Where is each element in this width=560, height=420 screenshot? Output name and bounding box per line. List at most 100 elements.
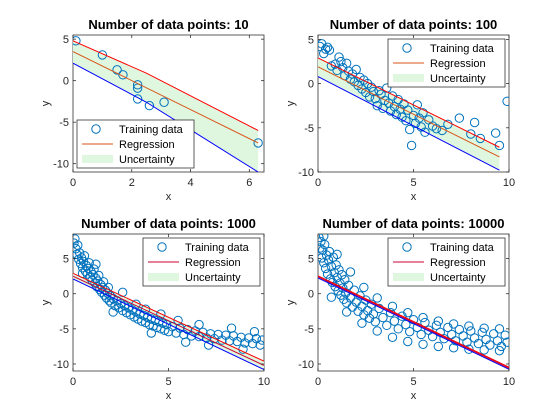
chart1-point-9 [334, 52, 344, 62]
chart3-point-44 [370, 317, 380, 327]
chart2-plot-area [73, 234, 264, 371]
chart3-point-90 [464, 321, 474, 331]
chart3-point-53 [404, 326, 415, 337]
chart3-point-78 [500, 330, 509, 340]
chart0-ytick-label-1: 0 [63, 76, 69, 88]
chart1-point-8 [332, 65, 342, 76]
chart1-legend-uncertainty-swatch [393, 74, 424, 82]
chart2-point-16 [84, 258, 94, 268]
chart2-ytick-label-2: -5 [59, 324, 69, 336]
chart1-legend-training-marker [402, 43, 412, 53]
chart2-point-54 [135, 309, 145, 319]
chart3-point-94 [341, 307, 352, 317]
chart0-point-9 [253, 138, 263, 148]
chart3-point-50 [393, 324, 403, 334]
chart3-point-97 [387, 332, 398, 342]
chart-100-points: 0 5 10 5 0 -5 -10 Number of data points: 100 x y T… [285, 17, 515, 203]
chart2-point-101 [173, 315, 183, 326]
chart1-title: Number of data points: 100 [330, 17, 498, 32]
chart3-point-26 [339, 294, 349, 305]
chart3-regression-line [318, 276, 509, 369]
chart3-point-104 [494, 345, 505, 356]
chart1-point-64 [490, 128, 501, 138]
chart3-ytick-label-2: -5 [304, 324, 314, 336]
chart0-ylabel: y [40, 100, 52, 106]
chart1-point-18 [351, 64, 361, 75]
chart0-xtick-label-0: 0 [70, 177, 76, 189]
chart1-regression-line [318, 66, 500, 158]
chart3-point-1 [318, 243, 325, 253]
chart0-legend-training-marker [91, 124, 101, 134]
chart0-legend-uncertainty-label: Uncertainty [119, 154, 175, 166]
chart3-point-79 [502, 337, 509, 347]
chart3-point-49 [389, 316, 400, 326]
chart3-legend-training-marker [402, 242, 412, 252]
chart1-legend-uncertainty-label: Uncertainty [430, 73, 486, 85]
chart3-point-99 [418, 339, 428, 350]
chart3-point-24 [337, 270, 347, 280]
chart3-point-81 [332, 249, 342, 260]
chart1-xtick-label-2: 10 [503, 177, 515, 189]
chart3-title: Number of data points: 10000 [322, 216, 504, 231]
chart2-point-1 [73, 234, 80, 244]
chart2-xtick-label-0: 0 [70, 376, 76, 388]
chart3-point-47 [382, 320, 392, 331]
chart3-point-46 [378, 312, 388, 323]
chart1-point-4 [322, 42, 333, 53]
chart2-regression-line [73, 275, 264, 366]
chart3-xlabel: x [411, 390, 417, 402]
chart2-point-93 [255, 340, 264, 350]
chart3-point-95 [357, 318, 367, 328]
chart1-ylabel: y [285, 100, 297, 106]
chart2-xlabel: x [166, 390, 172, 402]
chart3-point-100 [433, 341, 444, 352]
chart2-point-106 [249, 326, 260, 337]
chart1-point-61 [466, 129, 476, 139]
chart0-lower-bound-line [73, 62, 259, 172]
chart3-xtick-label-2: 10 [503, 376, 515, 388]
chart1-point-29 [372, 101, 382, 111]
chart1-ytick-label-0: 5 [308, 34, 314, 46]
chart1-upper-bound-line [318, 57, 500, 148]
chart3-legend-regression-label: Regression [430, 257, 486, 269]
chart2-point-68 [161, 319, 172, 330]
chart2-legend-uncertainty-label: Uncertainty [185, 272, 241, 284]
chart3-xtick-label-0: 0 [315, 376, 321, 388]
chart2-xtick-label-1: 5 [165, 376, 171, 388]
chart2-point-67 [159, 325, 170, 335]
chart2-ytick-label-1: 0 [63, 289, 69, 301]
chart0-xtick-label-1: 2 [129, 177, 135, 189]
chart1-point-66 [502, 96, 509, 106]
chart0-xlabel: x [166, 191, 172, 203]
chart2-point-109 [180, 337, 191, 347]
chart1-lower-bound-line [318, 76, 500, 171]
chart3-point-9 [322, 269, 333, 279]
chart3-point-92 [494, 324, 505, 334]
chart3-upper-bound-line [318, 275, 509, 368]
chart-1000-points: 0 5 10 5 0 -5 -10 Number of data points: 1000 x y… [40, 216, 270, 402]
chart2-point-11 [79, 251, 90, 261]
chart2-legend: Training data Regression Uncertainty [142, 237, 261, 287]
chart2-legend-regression-label: Regression [185, 257, 241, 269]
chart2-upper-bound-line [73, 272, 264, 362]
chart3-point-91 [479, 323, 489, 333]
chart3-plot-area [318, 234, 509, 370]
chart3-point-98 [403, 336, 413, 347]
chart3-point-88 [433, 316, 444, 326]
chart1-ytick-label-3: -10 [298, 167, 314, 179]
chart3-point-72 [477, 327, 487, 338]
chart3-point-13 [326, 261, 337, 272]
chart-10-points: 0 2 4 6 5 0 -5 -10 Number of data points: 10 x y Tr… [40, 17, 265, 203]
chart0-upper-bound-line [73, 40, 259, 131]
chart2-point-15 [83, 263, 93, 274]
chart1-point-60 [454, 113, 465, 123]
chart3-point-3 [318, 253, 327, 263]
chart3-point-87 [418, 312, 428, 323]
chart0-legend-regression-label: Regression [119, 139, 175, 151]
chart1-point-57 [431, 123, 442, 134]
chart3-legend-uncertainty-label: Uncertainty [430, 272, 486, 284]
chart1-point-5 [324, 45, 335, 55]
chart1-xtick-label-0: 0 [315, 177, 321, 189]
chart1-xtick-label-1: 5 [410, 177, 416, 189]
